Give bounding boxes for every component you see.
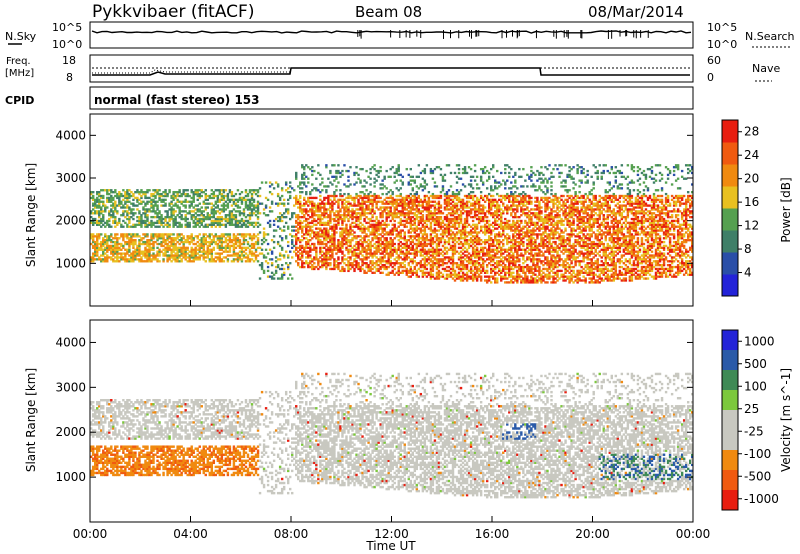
velocity-cbar-tick: -100 [744, 447, 771, 461]
velocity-ylabel: Slant Range [km] [24, 368, 38, 472]
cpid-label: CPID [5, 94, 34, 107]
nave-tick-top: 60 [707, 54, 721, 67]
time-tick-label: 16:00 [475, 527, 510, 541]
time-tick-label: 00:00 [73, 527, 108, 541]
y-tick-label: 2000 [55, 425, 86, 439]
power-cbar-tick: 28 [744, 125, 759, 139]
velocity-xlabel: Time UT [365, 539, 416, 553]
time-tick-label: 12:00 [374, 527, 409, 541]
velocity-cbar-tick: 25 [744, 402, 759, 416]
freq-label-line2: [MHz] [5, 68, 34, 79]
y-tick-label: 3000 [55, 380, 86, 394]
cpid-text: normal (fast stereo) 153 [94, 93, 260, 107]
power-colorbar: 4 8 12 16 20 24 28 Power [dB] [721, 119, 793, 297]
velocity-cbar-tick: -25 [744, 424, 764, 438]
freq-tick-bottom: 8 [66, 71, 73, 84]
nsky-tick-bottom: 10^0 [52, 38, 82, 51]
nave-label: Nave [752, 62, 780, 75]
power-cbar-tick: 16 [744, 195, 759, 209]
power-cbar-tick: 8 [744, 242, 752, 256]
y-tick-label: 3000 [55, 171, 86, 185]
power-cbar-tick: 12 [744, 219, 759, 233]
beam-label: Beam 08 [355, 3, 422, 21]
time-tick-label: 08:00 [274, 527, 309, 541]
velocity-colorbar: 1000 500 100 25 -25 -100 -500 -1000 Velocity [m… [721, 329, 793, 511]
freq-tick-top: 18 [62, 54, 76, 67]
freq-label-line1: Freq. [6, 56, 31, 67]
velocity-cbar-tick: 1000 [744, 334, 775, 348]
y-tick-label: 4000 [55, 335, 86, 349]
cpid-panel: CPID normal (fast stereo) 153 [5, 86, 694, 110]
nsky-panel: N.Sky 10^5 10^0 10^5 10^0 N.Search [5, 21, 795, 51]
station-title: Pykkvibaer (fitACF) [92, 2, 254, 22]
power-ylabel: Slant Range [km] [24, 163, 38, 267]
time-tick-label: 04:00 [173, 527, 208, 541]
power-cbar-tick: 20 [744, 172, 759, 186]
nsearch-tick-top: 10^5 [707, 21, 737, 34]
nsky-tick-top: 10^5 [52, 21, 82, 34]
date-label: 08/Mar/2014 [588, 3, 684, 21]
velocity-cbar-tick: 500 [744, 357, 767, 371]
y-tick-label: 1000 [55, 256, 86, 270]
y-tick-label: 4000 [55, 128, 86, 142]
nsearch-tick-bottom: 10^0 [707, 38, 737, 51]
nsearch-label: N.Search [745, 30, 795, 43]
power-cbar-tick: 4 [744, 266, 752, 280]
time-tick-label: 20:00 [575, 527, 610, 541]
velocity-cbar-tick: -1000 [744, 492, 779, 506]
velocity-panel: 1000 2000 3000 4000 Slant Range [km] 00:00 0… [24, 300, 710, 553]
y-tick-label: 2000 [55, 214, 86, 228]
velocity-colorbar-label: Velocity [m s^-1] [779, 368, 793, 472]
time-tick-label: 00:00 [676, 527, 711, 541]
freq-panel: Freq. [MHz] 18 8 60 0 Nave [5, 54, 780, 84]
nsky-label: N.Sky [5, 30, 37, 43]
power-colorbar-label: Power [dB] [779, 177, 793, 242]
power-panel: 1000 2000 3000 4000 Slant Range [km] [24, 113, 694, 307]
velocity-cbar-tick: 100 [744, 379, 767, 393]
nave-tick-bottom: 0 [707, 71, 714, 84]
velocity-cbar-tick: -500 [744, 469, 771, 483]
y-tick-label: 1000 [55, 470, 86, 484]
power-cbar-tick: 24 [744, 148, 759, 162]
